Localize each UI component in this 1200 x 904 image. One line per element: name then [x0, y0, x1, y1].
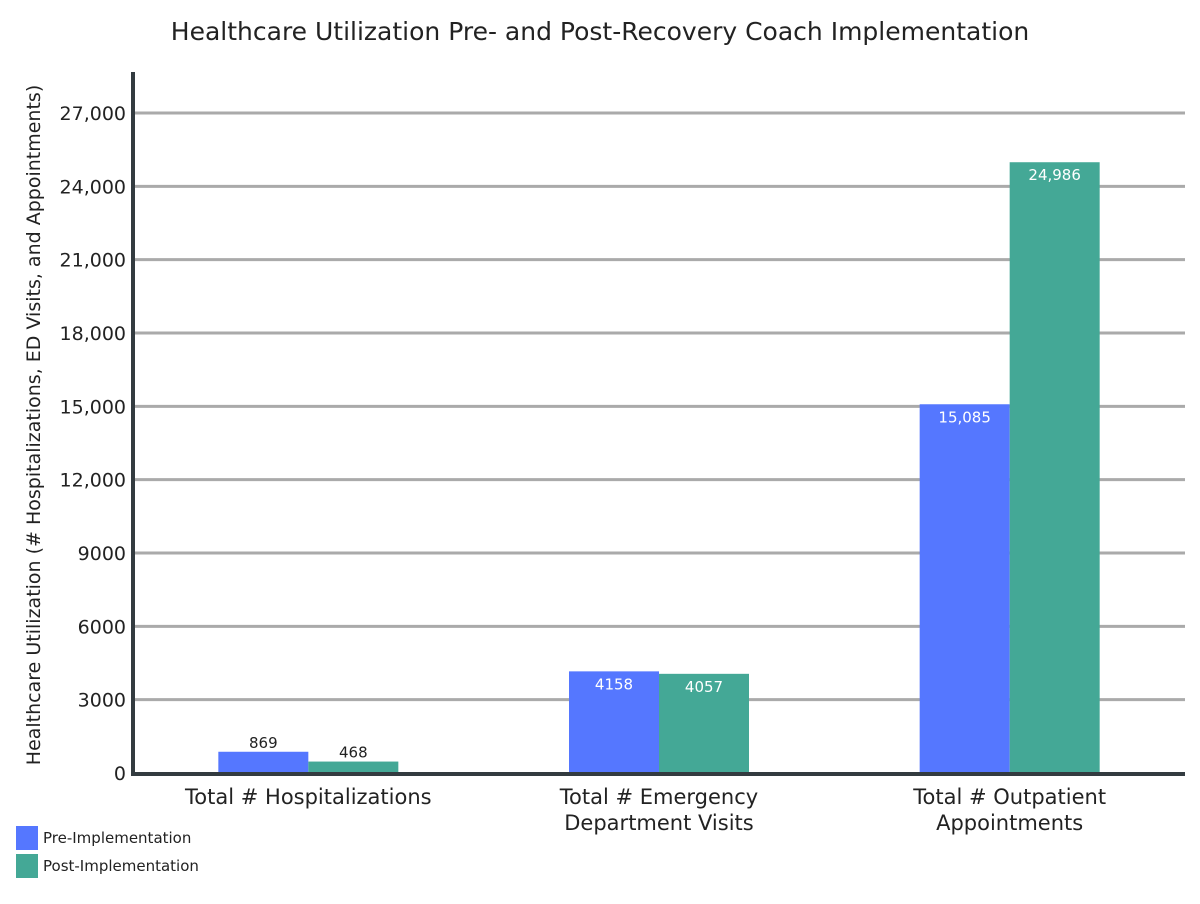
y-axis-label: Healthcare Utilization (# Hospitalizatio…	[23, 85, 45, 765]
bar	[659, 673, 749, 773]
x-tick-label: Total # Hospitalizations	[184, 785, 432, 809]
y-tick-label: 0	[114, 763, 126, 785]
legend-label: Pre-Implementation	[43, 829, 191, 847]
y-tick-label: 6000	[78, 616, 126, 638]
y-tick-label: 12,000	[60, 470, 126, 492]
bar-value-label: 24,986	[1028, 166, 1081, 184]
legend-swatch	[16, 826, 38, 850]
bars: 869 468 4158 4057 15,085 24,986	[218, 162, 1100, 774]
chart-title: Healthcare Utilization Pre- and Post-Rec…	[171, 17, 1029, 46]
x-tick-label: Total # Outpatient Appointments	[912, 785, 1106, 835]
bar-value-label: 15,085	[938, 408, 991, 426]
bar	[308, 761, 399, 773]
y-tick-label: 18,000	[60, 323, 126, 345]
legend-label: Post-Implementation	[43, 857, 199, 875]
y-tick-label: 3000	[78, 690, 126, 712]
gridlines	[133, 111, 1185, 702]
y-tick-label: 27,000	[60, 103, 126, 125]
y-tick-label: 21,000	[60, 250, 126, 272]
bar-value-label: 468	[339, 744, 368, 762]
bar-value-label: 4057	[685, 678, 723, 696]
legend: Pre-Implementation Post-Implementation	[16, 826, 199, 878]
bar	[569, 671, 659, 773]
bar-value-label: 4158	[595, 675, 633, 693]
x-tick-label: Total # Emergency Department Visits	[559, 785, 758, 835]
y-tick-label: 9000	[78, 543, 126, 565]
bar	[919, 404, 1010, 773]
bar	[218, 751, 309, 773]
y-tick-label: 24,000	[60, 176, 126, 198]
axes: 0 3000 6000 9000 12,000 15,000 18,000 21,000 24,…	[60, 72, 1185, 835]
legend-swatch	[16, 854, 38, 878]
y-tick-label: 15,000	[60, 396, 126, 418]
bar	[1009, 162, 1100, 774]
bar-value-label: 869	[249, 734, 278, 752]
